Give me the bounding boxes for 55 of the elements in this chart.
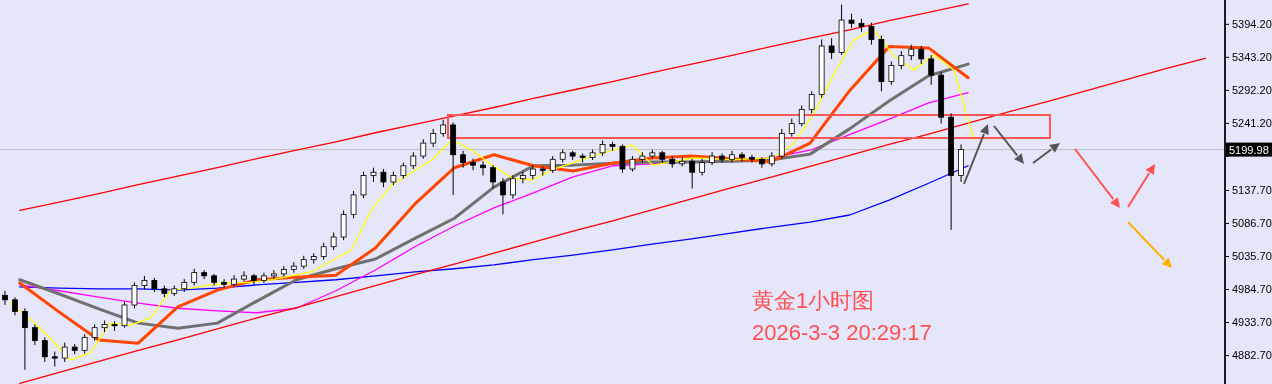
candlestick [340,209,347,241]
candlestick [888,61,895,86]
candlestick [759,156,765,169]
candlestick [739,151,745,162]
candlestick [350,190,357,219]
candlestick [221,278,227,289]
candlestick [749,154,755,164]
y-tick-label: 5137.70 [1232,183,1272,196]
candlestick [729,150,735,164]
candlestick [22,307,28,371]
candlestick [270,269,277,280]
candlestick [61,342,68,363]
candlestick [490,164,496,189]
candlestick [828,37,835,60]
candlestick [12,296,18,316]
candlestick [500,177,506,215]
candlestick [41,336,48,363]
y-tick-label: 5343.20 [1232,50,1272,63]
y-tick-label: 4984.70 [1232,283,1272,296]
candlestick [2,290,8,306]
candlestick [918,45,925,65]
candlestick [928,54,935,86]
annotation: 黄金1小时图 [752,288,875,313]
candlestick [808,90,815,114]
candlestick [519,171,526,184]
y-tick-label: 5394.20 [1232,17,1272,30]
y-tick-label: 4933.70 [1232,316,1272,329]
candlestick [470,158,476,171]
annotation: 2026-3-3 20:29:17 [752,320,932,345]
y-tick-label: 5292.20 [1232,83,1272,96]
candlestick [868,22,875,46]
y-tick-label: 5241.20 [1232,116,1272,129]
candlestick [241,270,247,283]
candlestick [798,105,805,127]
candlestick [719,152,725,164]
candlestick [121,301,128,329]
candlestick [510,174,516,200]
candlestick [380,168,387,188]
candlestick [420,138,427,160]
candlestick [31,323,38,346]
y-tick-label: 5086.70 [1232,216,1272,229]
candlestick [788,118,795,138]
candlestick [619,143,626,174]
candlestick [81,333,88,355]
candlestick [460,150,466,169]
candlestick [689,158,696,189]
candlestick [131,281,138,309]
candlestick [360,171,367,199]
y-tick-label: 5035.70 [1232,250,1272,262]
ref-line-label: 5199.98 [1229,143,1269,156]
candlestick [778,128,785,160]
candlestick [898,50,905,70]
candlestick [430,128,437,148]
y-tick-label: 4882.70 [1232,349,1272,362]
candlestick [480,160,486,176]
